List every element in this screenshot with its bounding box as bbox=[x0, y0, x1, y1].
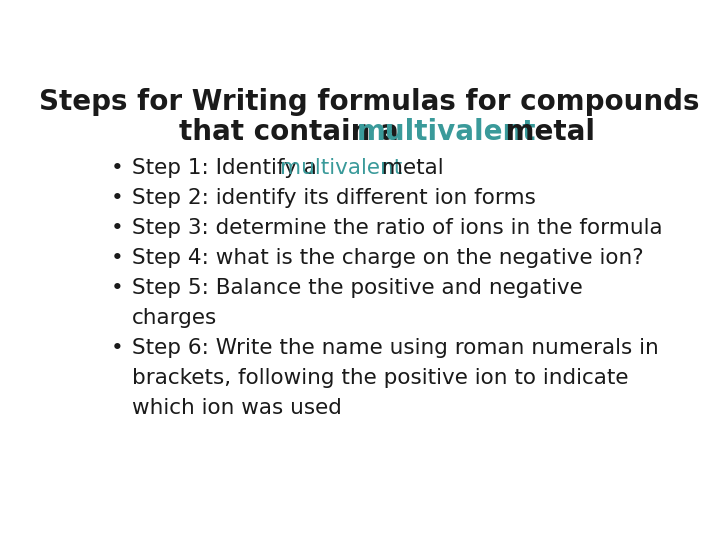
Text: Step 3: determine the ratio of ions in the formula: Step 3: determine the ratio of ions in t… bbox=[132, 218, 662, 238]
Text: Step 2: identify its different ion forms: Step 2: identify its different ion forms bbox=[132, 188, 536, 208]
Text: •: • bbox=[111, 248, 124, 268]
Text: Steps for Writing formulas for compounds: Steps for Writing formulas for compounds bbox=[39, 87, 699, 116]
Text: Step 4: what is the charge on the negative ion?: Step 4: what is the charge on the negati… bbox=[132, 248, 644, 268]
Text: multivalent: multivalent bbox=[281, 158, 402, 178]
Text: •: • bbox=[111, 188, 124, 208]
Text: brackets, following the positive ion to indicate: brackets, following the positive ion to … bbox=[132, 368, 629, 388]
Text: charges: charges bbox=[132, 308, 217, 328]
Text: metal: metal bbox=[375, 158, 444, 178]
Text: •: • bbox=[111, 338, 124, 358]
Text: metal: metal bbox=[496, 118, 595, 146]
Text: which ion was used: which ion was used bbox=[132, 398, 342, 418]
Text: •: • bbox=[111, 278, 124, 298]
Text: Step 5: Balance the positive and negative: Step 5: Balance the positive and negativ… bbox=[132, 278, 582, 298]
Text: •: • bbox=[111, 218, 124, 238]
Text: multivalent: multivalent bbox=[357, 118, 536, 146]
Text: Step 6: Write the name using roman numerals in: Step 6: Write the name using roman numer… bbox=[132, 338, 659, 358]
Text: Step 1: Identify a: Step 1: Identify a bbox=[132, 158, 323, 178]
Text: that contain a: that contain a bbox=[179, 118, 408, 146]
Text: •: • bbox=[111, 158, 124, 178]
